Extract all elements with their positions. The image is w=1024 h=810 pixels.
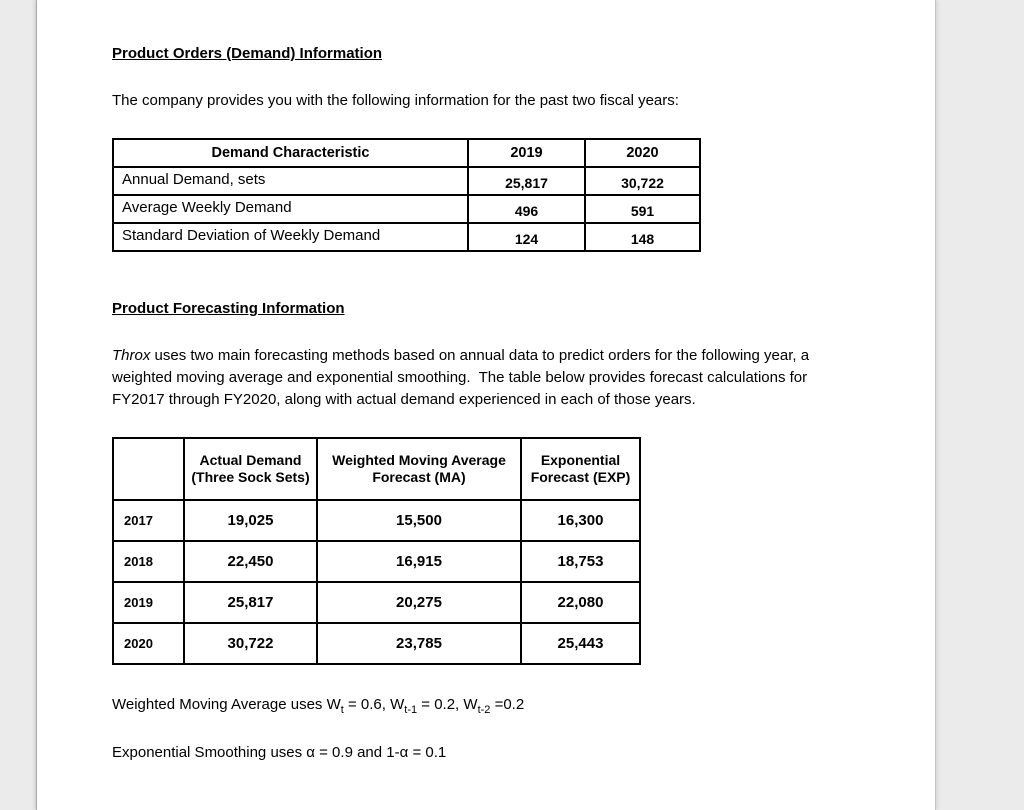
company-name-italic: Throx <box>112 347 151 364</box>
demand-table-header-row: Demand Characteristic 2019 2020 <box>112 138 701 168</box>
value-2019: 496 <box>467 194 586 224</box>
actual-demand-cell: 22,450 <box>183 540 318 583</box>
forecast-header-blank <box>112 437 185 501</box>
value-2019: 124 <box>467 222 586 252</box>
page-content: Product Orders (Demand) Information The … <box>37 0 935 810</box>
row-label: Average Weekly Demand <box>112 194 469 224</box>
ma-forecast-cell: 23,785 <box>316 622 522 665</box>
table-row-2019: 2019 25,817 20,275 22,080 <box>112 581 641 624</box>
forecast-header-exponential-forecast: Exponential Forecast (EXP) <box>520 437 641 501</box>
year-cell: 2020 <box>112 622 185 665</box>
weighted-moving-average-note: Weighted Moving Average uses Wt = 0.6, W… <box>112 695 880 716</box>
forecast-header-actual-demand: Actual Demand (Three Sock Sets) <box>183 437 318 501</box>
demand-information-table: Demand Characteristic 2019 2020 Annual D… <box>112 138 701 252</box>
wma-note-text: = 0.2, W <box>417 696 478 713</box>
table-row-average-weekly-demand: Average Weekly Demand 496 591 <box>112 194 701 224</box>
exp-forecast-cell: 25,443 <box>520 622 641 665</box>
exp-forecast-cell: 22,080 <box>520 581 641 624</box>
table-row-2020: 2020 30,722 23,785 25,443 <box>112 622 641 665</box>
ma-forecast-cell: 20,275 <box>316 581 522 624</box>
ma-forecast-cell: 15,500 <box>316 499 522 542</box>
value-2019: 25,817 <box>467 166 586 196</box>
forecast-table-header-row: Actual Demand (Three Sock Sets) Weighted… <box>112 437 641 501</box>
section2-intro-text: uses two main forecasting methods based … <box>112 347 810 408</box>
value-2020: 148 <box>584 222 701 252</box>
table-row-2017: 2017 19,025 15,500 16,300 <box>112 499 641 542</box>
section-heading-product-forecasting: Product Forecasting Information <box>112 300 345 317</box>
year-cell: 2019 <box>112 581 185 624</box>
table-row-annual-demand: Annual Demand, sets 25,817 30,722 <box>112 166 701 196</box>
year-cell: 2017 <box>112 499 185 542</box>
wma-subscript-t-1: t-1 <box>404 704 418 716</box>
actual-demand-cell: 30,722 <box>183 622 318 665</box>
demand-table-header-2019: 2019 <box>467 138 586 168</box>
section1-intro-paragraph: The company provides you with the follow… <box>112 92 679 109</box>
year-cell: 2018 <box>112 540 185 583</box>
table-row-2018: 2018 22,450 16,915 18,753 <box>112 540 641 583</box>
forecast-header-weighted-moving-average: Weighted Moving Average Forecast (MA) <box>316 437 522 501</box>
ma-forecast-cell: 16,915 <box>316 540 522 583</box>
wma-note-text: =0.2 <box>490 696 525 713</box>
document-page: Product Orders (Demand) Information The … <box>36 0 936 810</box>
forecast-calculations-table: Actual Demand (Three Sock Sets) Weighted… <box>112 437 641 665</box>
exp-forecast-cell: 18,753 <box>520 540 641 583</box>
actual-demand-cell: 25,817 <box>183 581 318 624</box>
section2-intro-paragraph: Throx uses two main forecasting methods … <box>112 345 850 411</box>
wma-subscript-t: t <box>340 704 344 716</box>
table-row-std-deviation: Standard Deviation of Weekly Demand 124 … <box>112 222 701 252</box>
demand-table-header-2020: 2020 <box>584 138 701 168</box>
actual-demand-cell: 19,025 <box>183 499 318 542</box>
demand-table-header-characteristic: Demand Characteristic <box>112 138 469 168</box>
value-2020: 30,722 <box>584 166 701 196</box>
wma-note-text: Weighted Moving Average uses W <box>112 696 341 713</box>
wma-note-text: = 0.6, W <box>343 696 405 713</box>
row-label: Standard Deviation of Weekly Demand <box>112 222 469 252</box>
exponential-smoothing-note: Exponential Smoothing uses α = 0.9 and 1… <box>112 744 447 761</box>
exp-forecast-cell: 16,300 <box>520 499 641 542</box>
row-label: Annual Demand, sets <box>112 166 469 196</box>
wma-subscript-t-2: t-2 <box>477 704 491 716</box>
value-2020: 591 <box>584 194 701 224</box>
section-heading-product-orders: Product Orders (Demand) Information <box>112 45 383 62</box>
